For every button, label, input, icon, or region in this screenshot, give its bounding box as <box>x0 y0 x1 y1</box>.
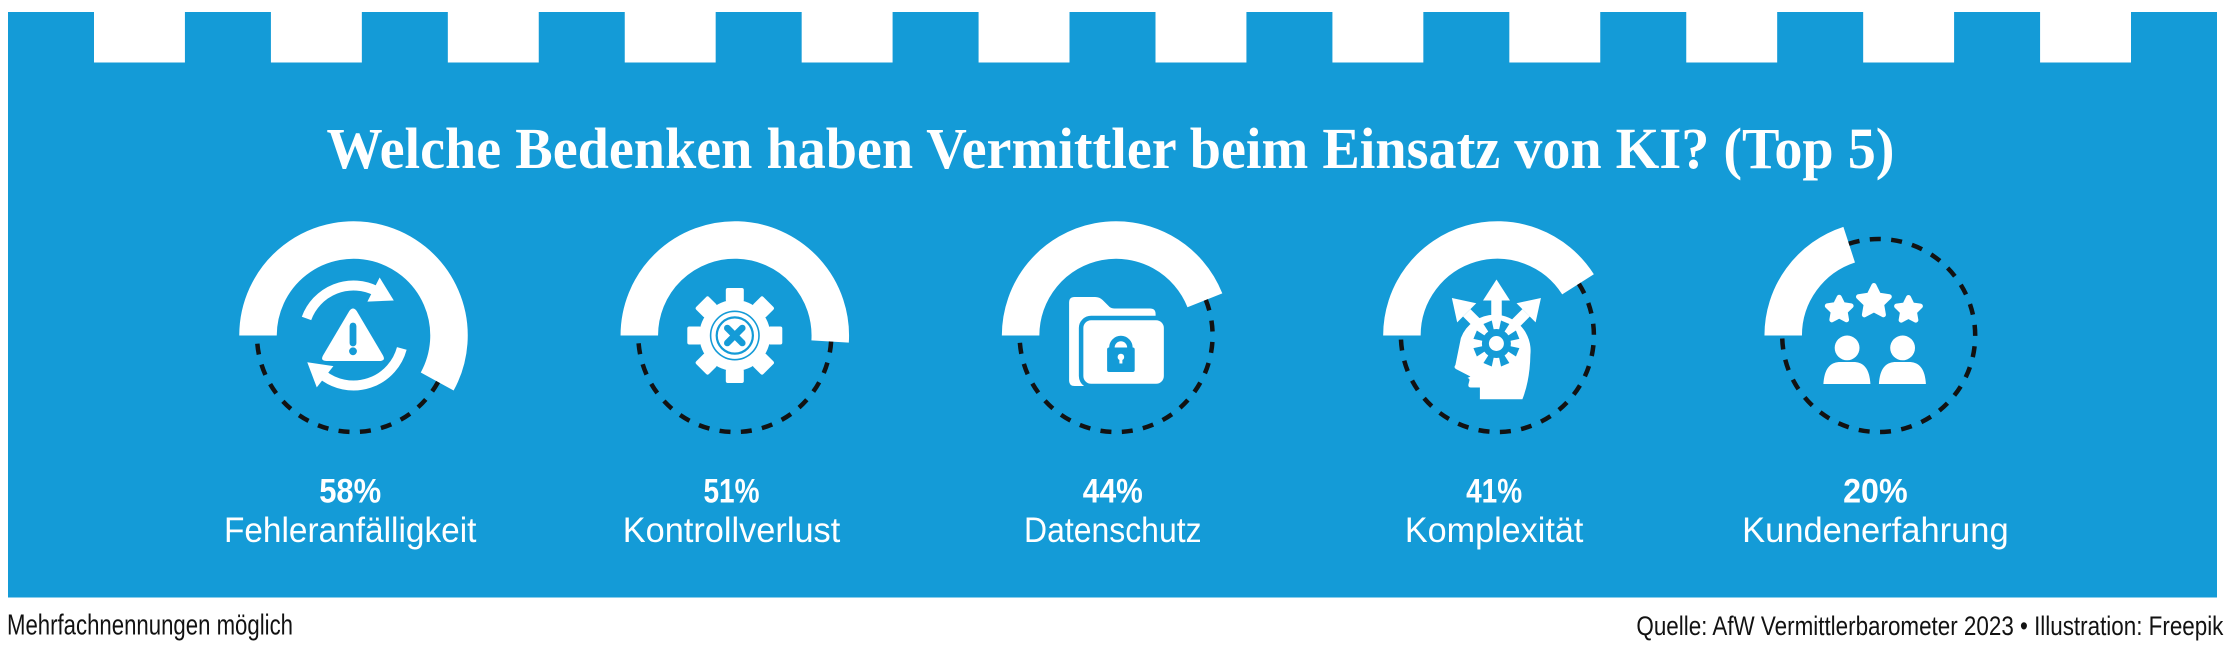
svg-text:58%: 58% <box>319 473 381 511</box>
svg-text:20%: 20% <box>1843 473 1908 511</box>
svg-text:Komplexität: Komplexität <box>1405 510 1584 550</box>
svg-text:Mehrfachnennungen möglich: Mehrfachnennungen möglich <box>7 609 293 641</box>
svg-text:Datenschutz: Datenschutz <box>1024 510 1202 550</box>
svg-text:41%: 41% <box>1466 473 1522 511</box>
svg-text:44%: 44% <box>1083 473 1143 511</box>
svg-text:Kontrollverlust: Kontrollverlust <box>623 510 841 550</box>
svg-text:Welche Bedenken haben Vermittl: Welche Bedenken haben Vermittler beim Ei… <box>327 116 1895 181</box>
svg-text:Kundenerfahrung: Kundenerfahrung <box>1742 510 2009 550</box>
svg-text:51%: 51% <box>704 473 760 511</box>
svg-text:Fehleranfälligkeit: Fehleranfälligkeit <box>224 510 477 550</box>
svg-text:Quelle: AfW Vermittlerbaromete: Quelle: AfW Vermittlerbarometer 2023 • I… <box>1636 611 2223 641</box>
